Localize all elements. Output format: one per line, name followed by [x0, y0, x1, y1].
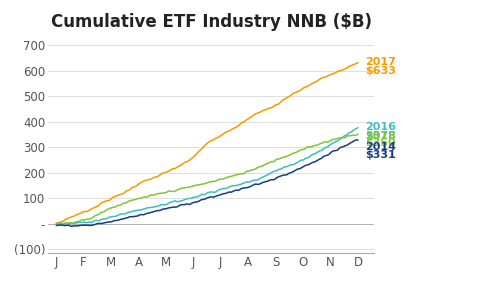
Text: $633: $633: [365, 66, 396, 76]
Text: 2014: 2014: [365, 142, 396, 152]
Text: 2016: 2016: [365, 122, 396, 132]
Title: Cumulative ETF Industry NNB ($B): Cumulative ETF Industry NNB ($B): [51, 13, 372, 31]
Text: 2015: 2015: [365, 131, 396, 141]
Text: $378: $378: [365, 131, 396, 141]
Text: $331: $331: [365, 150, 396, 160]
Text: $350: $350: [365, 139, 396, 148]
Text: 2017: 2017: [365, 57, 396, 67]
